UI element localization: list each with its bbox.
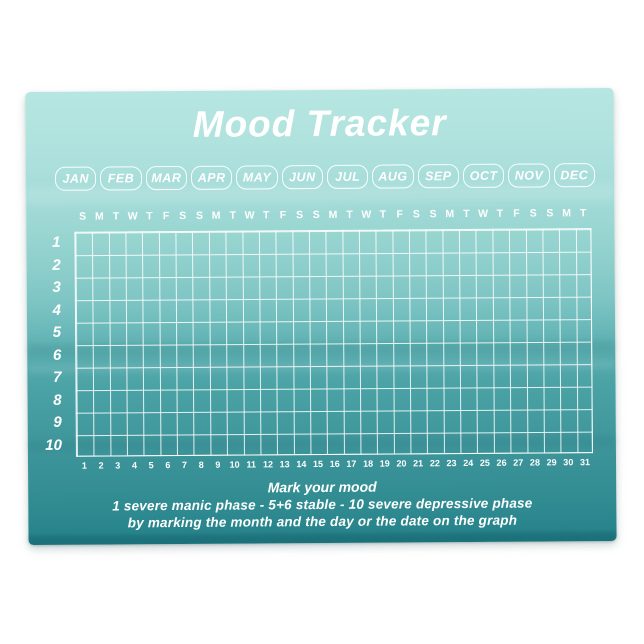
watercolor-streak — [28, 530, 617, 546]
day-number-label: 21 — [413, 458, 424, 469]
weekday-letter: M — [211, 209, 221, 222]
mood-scale-labels: 1 2 3 4 5 6 7 8 9 10 — [26, 232, 70, 457]
weekday-letter: S — [312, 209, 320, 222]
weekday-letter: S — [412, 208, 420, 221]
mood-level-label: 8 — [53, 391, 62, 409]
month-pill: JAN — [54, 166, 97, 191]
mood-level-label: 7 — [53, 368, 62, 386]
mood-tracker-notepad: Mood Tracker JAN FEB MAR APR MAY JUN JUL AUG SEP… — [25, 87, 617, 546]
day-number-label: 20 — [396, 458, 407, 469]
mood-grid — [74, 228, 593, 457]
mood-level-label: 2 — [52, 256, 61, 274]
weekday-letter: W — [127, 210, 138, 223]
mood-level-label: 5 — [52, 323, 62, 341]
weekday-letter: S — [529, 207, 537, 220]
weekday-letter: T — [496, 207, 504, 220]
month-pill: SEP — [417, 164, 460, 189]
day-number-label: 12 — [262, 459, 273, 470]
month-pill: OCT — [462, 163, 505, 189]
month-pill: MAR — [145, 165, 188, 191]
page-title: Mood Tracker — [192, 102, 447, 145]
day-number-label: 9 — [215, 459, 221, 470]
day-number-label: 24 — [463, 457, 474, 469]
weekday-letter: T — [379, 208, 387, 221]
weekday-letter: S — [79, 210, 87, 223]
day-number-label: 8 — [198, 459, 204, 470]
month-pill: MAY — [236, 165, 278, 190]
day-number-label: 29 — [546, 457, 557, 468]
weekday-letter: M — [445, 208, 455, 221]
weekday-letter: T — [463, 207, 470, 221]
weekday-letter: F — [279, 209, 287, 222]
weekday-letter: T — [229, 209, 237, 222]
day-number-label: 6 — [165, 460, 171, 471]
day-number-label: 4 — [131, 460, 137, 471]
day-number-label: 10 — [229, 459, 240, 470]
day-number-label: 26 — [496, 457, 507, 468]
day-number-label: 30 — [563, 457, 574, 468]
weekday-letter: F — [396, 208, 403, 221]
weekday-letter: S — [195, 209, 203, 222]
mood-level-label: 6 — [52, 346, 62, 364]
mood-level-label: 3 — [52, 278, 61, 296]
month-pill: JUL — [326, 164, 369, 189]
weekday-letter: W — [244, 209, 255, 222]
month-pill-row: JAN FEB MAR APR MAY JUN JUL AUG SEP OCT NOV DEC — [54, 163, 596, 191]
month-pill: JUN — [281, 164, 324, 190]
month-pill: APR — [190, 165, 233, 190]
mood-level-label: 9 — [53, 413, 62, 431]
weekday-letter: W — [478, 207, 489, 220]
weekday-letter: W — [361, 208, 372, 221]
weekday-letter: T — [112, 210, 120, 223]
mood-level-label: 1 — [52, 233, 61, 251]
weekday-letter: F — [162, 210, 170, 223]
day-number-label: 22 — [429, 458, 440, 469]
day-number-label: 1 — [81, 460, 87, 471]
month-pill: NOV — [508, 163, 550, 188]
day-number-label: 27 — [513, 457, 524, 468]
mood-level-label: 4 — [52, 301, 62, 319]
mood-level-label: 10 — [45, 436, 62, 454]
weekday-letter: S — [296, 209, 304, 222]
weekday-letter: S — [429, 208, 437, 221]
date-number-row: 1 2 3 4 5 6 7 8 9 10 11 12 13 14 15 16 17 18 19 20 21 22 23 24 2… — [76, 457, 594, 473]
day-number-label: 31 — [579, 457, 591, 468]
day-number-label: 5 — [148, 460, 154, 471]
day-number-label: 23 — [446, 458, 457, 469]
day-number-label: 14 — [296, 459, 307, 470]
weekday-letter: M — [562, 207, 571, 220]
day-number-label: 3 — [115, 460, 121, 471]
day-number-label: 28 — [529, 457, 540, 468]
weekday-letter: T — [262, 209, 270, 222]
month-pill: FEB — [100, 166, 142, 191]
day-number-label: 25 — [479, 457, 490, 468]
day-number-label: 2 — [98, 460, 104, 471]
day-number-label: 11 — [246, 459, 257, 470]
day-number-label: 13 — [279, 459, 290, 470]
weekday-letter: M — [328, 208, 338, 221]
weekday-letter: S — [179, 209, 187, 222]
day-number-label: 7 — [181, 459, 188, 470]
day-number-label: 16 — [329, 458, 340, 469]
day-number-label: 17 — [346, 458, 357, 469]
month-pill: DEC — [553, 163, 596, 188]
month-pill: AUG — [372, 164, 414, 189]
weekday-letter: T — [346, 208, 353, 221]
weekday-letter: S — [546, 207, 554, 220]
weekday-letter: T — [146, 210, 153, 223]
weekday-letter: M — [94, 210, 104, 223]
weekday-letter: T — [579, 207, 587, 220]
weekday-letter: F — [513, 207, 520, 220]
day-number-label: 19 — [379, 458, 390, 469]
day-number-label: 18 — [363, 458, 374, 469]
day-number-label: 15 — [312, 458, 324, 470]
instructions-footer: Mark your mood 1 severe manic phase - 5+… — [28, 477, 616, 532]
